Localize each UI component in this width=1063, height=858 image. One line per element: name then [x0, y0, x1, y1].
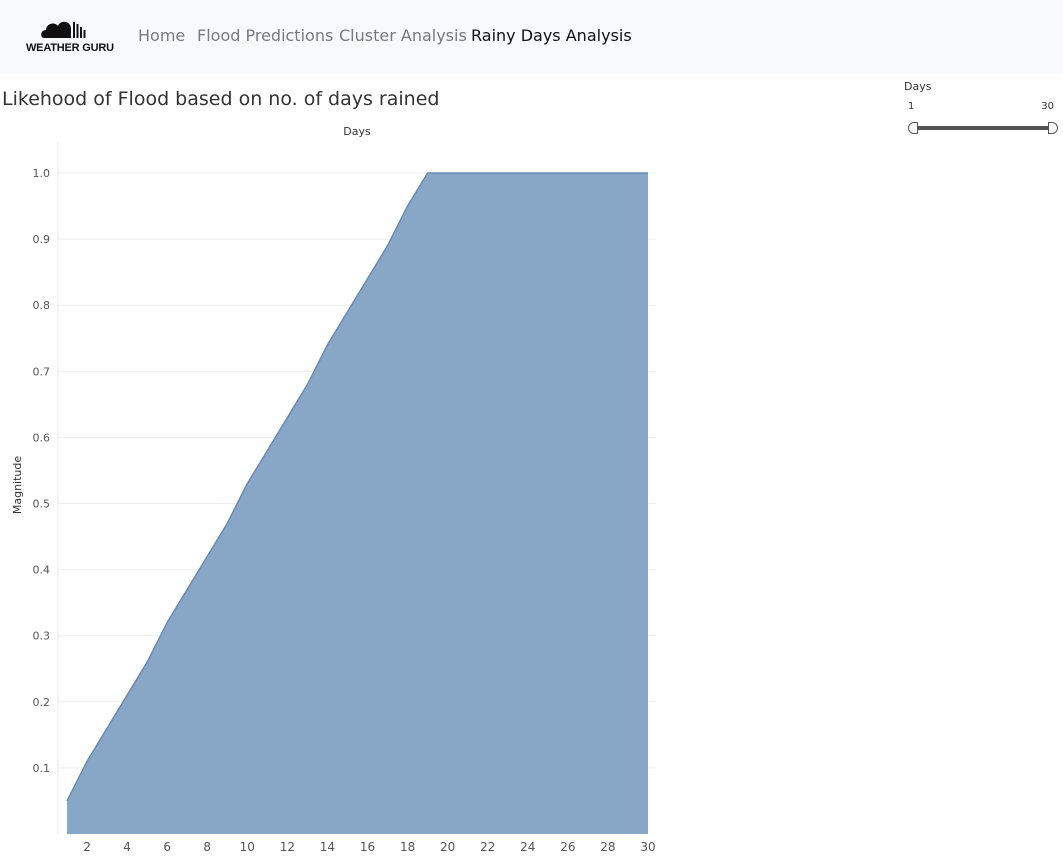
x-tick-label: 6	[163, 840, 171, 854]
brand-logo[interactable]: WEATHER GURU	[26, 16, 114, 60]
area-series	[67, 173, 648, 834]
y-tick-label: 0.7	[33, 365, 51, 378]
x-tick-label: 16	[360, 840, 375, 854]
y-tick-label: 0.9	[33, 233, 51, 246]
y-tick-label: 0.6	[33, 431, 51, 444]
y-tick-label: 0.3	[33, 630, 51, 643]
filter-max-label: 30	[1041, 101, 1054, 112]
x-tick-label: 20	[440, 840, 455, 854]
y-tick-label: 0.8	[33, 299, 51, 312]
y-axis-title: Magnitude	[11, 456, 24, 515]
y-tick-label: 0.1	[33, 762, 51, 775]
x-tick-label: 26	[560, 840, 575, 854]
chart-title: Likehood of Flood based on no. of days r…	[2, 88, 440, 110]
navbar: WEATHER GURU Home Flood Predictions Clus…	[0, 0, 1063, 74]
days-filter: Days 1 30	[904, 80, 1060, 136]
x-tick-label: 28	[600, 840, 615, 854]
nav-rainy-days-analysis[interactable]: Rainy Days Analysis	[471, 26, 632, 45]
filter-title: Days	[904, 80, 932, 93]
y-tick-label: 1.0	[33, 167, 51, 180]
nav-cluster-analysis[interactable]: Cluster Analysis	[339, 26, 467, 45]
nav-home[interactable]: Home	[138, 26, 186, 45]
logo-text: WEATHER GURU	[26, 42, 114, 54]
x-tick-label: 18	[400, 840, 415, 854]
cloud-icon	[41, 21, 86, 38]
range-slider-track[interactable]	[912, 126, 1052, 130]
x-tick-label: 10	[240, 840, 255, 854]
x-tick-label: 8	[203, 840, 211, 854]
x-tick-label: 2	[83, 840, 91, 854]
x-tick-label: 12	[280, 840, 295, 854]
x-tick-label: 14	[320, 840, 335, 854]
x-axis-title: Days	[343, 125, 371, 138]
x-tick-label: 24	[520, 840, 535, 854]
y-tick-label: 0.5	[33, 498, 51, 511]
x-tick-label: 4	[123, 840, 131, 854]
filter-min-label: 1	[908, 101, 915, 112]
range-slider-max-handle[interactable]	[1048, 122, 1058, 134]
y-tick-label: 0.4	[33, 564, 51, 577]
y-tick-label: 0.2	[33, 696, 51, 709]
x-tick-label: 22	[480, 840, 495, 854]
range-slider-min-handle[interactable]	[908, 122, 918, 134]
area-series-line	[66, 172, 648, 802]
flood-likelihood-area-chart: 0.10.20.30.40.50.60.70.80.91.02 4 6 8 10 12 14…	[11, 125, 656, 854]
x-tick-label: 30	[640, 840, 655, 854]
nav-flood-predictions[interactable]: Flood Predictions	[197, 26, 334, 45]
